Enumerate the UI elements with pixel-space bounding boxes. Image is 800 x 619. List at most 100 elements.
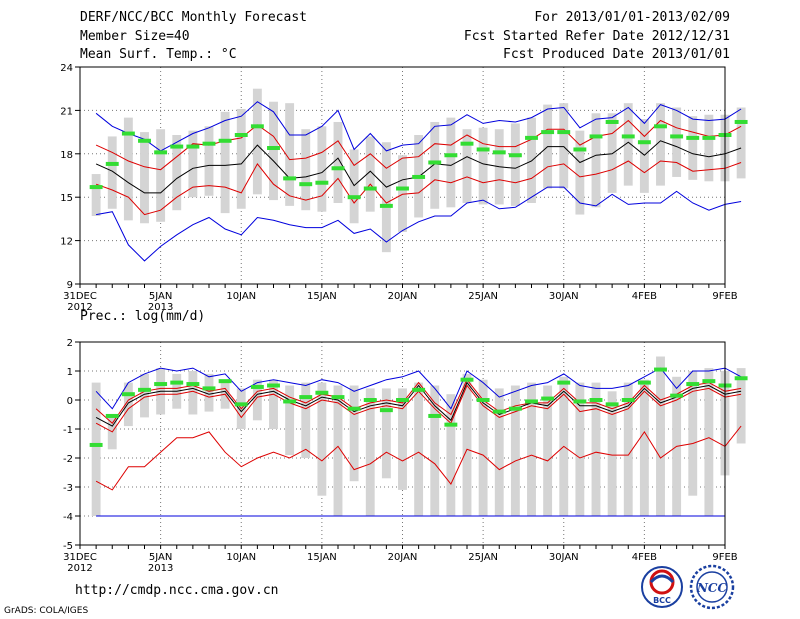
temp-spread-box — [91, 174, 101, 217]
precip-xtick-year-label: 2012 — [67, 563, 92, 574]
precip-xtick-label: 20JAN — [388, 552, 418, 563]
precip-spread-box — [510, 385, 520, 516]
precip-spread-box — [430, 385, 440, 516]
precip-ytick-label: 2 — [67, 338, 73, 349]
precip-spread-box — [494, 388, 504, 516]
precip-ytick-label: -1 — [63, 425, 73, 436]
temp-spread-box — [123, 117, 133, 221]
temp-spread-box — [639, 119, 649, 193]
precip-observed-marker — [267, 383, 280, 388]
temp-spread-box — [398, 155, 407, 232]
temp-observed-marker — [315, 180, 329, 185]
precip-observed-marker — [315, 390, 329, 395]
temp-observed-marker — [637, 140, 651, 145]
temp-observed-marker — [686, 135, 700, 140]
variable-label: Mean Surf. Temp.: °C — [80, 47, 237, 62]
temp-observed-marker — [460, 141, 474, 146]
temp-spread-box — [446, 117, 456, 208]
precip-observed-marker — [186, 382, 200, 387]
precip-observed-marker — [396, 398, 409, 402]
precip-observed-marker — [234, 402, 248, 407]
temp-xtick-label: 31DEC — [63, 291, 97, 302]
temp-spread-box — [156, 129, 166, 222]
temp-observed-marker — [250, 124, 264, 129]
source-url[interactable]: http://cmdp.ncc.cma.gov.cn — [75, 583, 279, 598]
temp-observed-marker — [670, 134, 684, 139]
temp-observed-marker — [541, 130, 555, 135]
precip-spread-box — [91, 382, 101, 516]
temp-observed-marker — [476, 147, 490, 152]
precip-xtick-label: 25JAN — [468, 552, 498, 563]
precip-observed-marker — [508, 406, 522, 411]
precip-spread-box — [317, 382, 327, 496]
precip-observed-marker — [283, 399, 297, 404]
precip-observed-marker — [379, 408, 393, 413]
temp-observed-marker — [412, 174, 426, 179]
precip-spread-box — [381, 388, 391, 479]
precip-spread-box — [365, 388, 375, 516]
precip-spread-box — [349, 385, 359, 482]
precip-observed-marker — [476, 398, 490, 402]
temp-observed-marker — [154, 150, 168, 155]
temp-spread-box — [672, 107, 682, 177]
precip-ytick-label: -2 — [63, 454, 73, 465]
temp-ytick-label: 18 — [60, 150, 73, 161]
precip-xtick-label: 10JAN — [226, 552, 256, 563]
precip-spread-box — [656, 356, 665, 516]
precip-ytick-label: 0 — [67, 396, 73, 407]
precip-observed-marker — [670, 393, 684, 398]
temp-observed-marker — [557, 130, 571, 135]
temp-observed-marker — [605, 119, 619, 124]
precip-spread-box — [398, 388, 407, 490]
precip-xtick-label: 30JAN — [549, 552, 579, 563]
temp-spread-box — [462, 129, 472, 203]
temp-xtick-label: 10JAN — [226, 291, 256, 302]
precip-spread-box — [639, 379, 649, 516]
logos: BCC NCC — [641, 564, 735, 610]
temp-spread-box — [381, 142, 391, 253]
precip-series-min — [95, 425, 742, 491]
precip-observed-marker — [589, 398, 603, 402]
ncc-logo-text: NCC — [696, 581, 728, 595]
temp-observed-marker — [525, 135, 538, 140]
temp-observed-marker — [234, 132, 248, 137]
temp-xtick-label: 20JAN — [388, 291, 418, 302]
precip-observed-marker — [202, 386, 216, 391]
temp-series-max — [95, 101, 742, 152]
precip-xtick-label: 15JAN — [307, 552, 337, 563]
temp-xtick-label: 15JAN — [307, 291, 337, 302]
temp-ytick-label: 12 — [60, 237, 73, 248]
precip-spread-box — [301, 382, 311, 458]
temp-observed-marker — [589, 134, 603, 139]
temp-spread-box — [301, 129, 311, 211]
temp-spread-box — [204, 126, 214, 196]
precip-spread-box — [623, 382, 633, 516]
temp-xtick-year-label: 2012 — [67, 302, 92, 313]
temp-observed-marker — [218, 138, 232, 143]
temp-ytick-label: 15 — [60, 193, 73, 204]
precip-observed-marker — [218, 379, 232, 384]
temp-spread-box — [107, 136, 117, 209]
forecast-produced-date: Fcst Produced Date 2013/01/01 — [503, 47, 730, 62]
temp-spread-box — [317, 126, 327, 212]
precip-spread-box — [688, 371, 698, 496]
member-size: Member Size=40 — [80, 29, 190, 44]
precip-spread-box — [607, 391, 617, 516]
precip-observed-marker — [89, 442, 103, 447]
precip-spread-box — [478, 379, 488, 516]
temp-observed-marker — [121, 131, 135, 136]
precip-ytick-label: -5 — [63, 541, 73, 552]
temp-xtick-year-label: 2013 — [148, 302, 173, 313]
precip-xtick-label: 4FEB — [632, 552, 657, 563]
temp-observed-marker — [734, 119, 748, 124]
temp-spread-box — [575, 130, 585, 215]
precip-spread-box — [543, 385, 553, 516]
temp-observed-marker — [702, 135, 716, 140]
temp-spread-box — [236, 108, 246, 209]
precip-observed-marker — [121, 392, 135, 397]
temp-spread-box — [478, 127, 488, 205]
temp-observed-marker — [363, 186, 377, 191]
precip-spread-box — [123, 382, 133, 427]
temp-xtick-label: 9FEB — [712, 291, 737, 302]
